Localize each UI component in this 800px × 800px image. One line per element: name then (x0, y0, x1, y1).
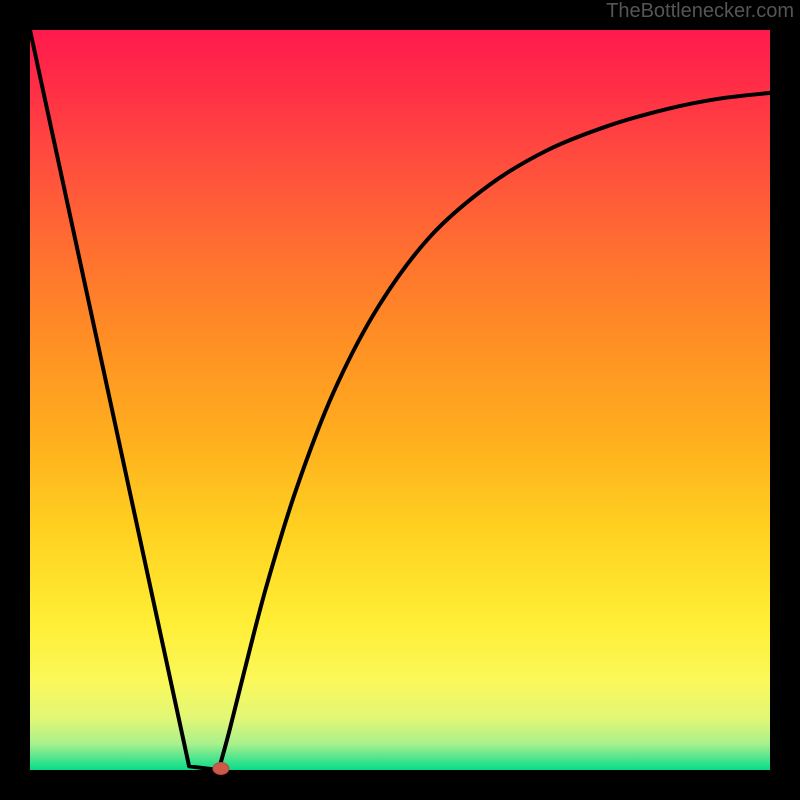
curve-layer (30, 30, 770, 770)
bottleneck-curve (30, 30, 770, 770)
minimum-marker (213, 763, 229, 775)
plot-area (30, 30, 770, 770)
watermark-text: TheBottlenecker.com (606, 0, 794, 23)
chart-container: TheBottlenecker.com (0, 0, 800, 800)
